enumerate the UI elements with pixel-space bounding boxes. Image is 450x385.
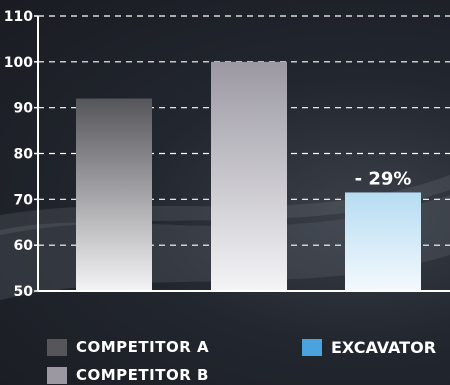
legend-swatch-competitor-b: [47, 366, 67, 384]
legend-label-competitor-a: COMPETITOR A: [76, 338, 210, 356]
y-tick-label-70: 70: [14, 192, 34, 208]
y-tick-label-50: 50: [14, 284, 34, 300]
y-tick-label-110: 110: [4, 9, 33, 25]
legend-label-excavator: EXCAVATOR: [331, 338, 437, 357]
legend-swatch-excavator: [302, 339, 322, 356]
legend-label-competitor-b: COMPETITOR B: [76, 366, 209, 384]
legend-item-excavator: EXCAVATOR: [302, 338, 436, 357]
annotation-excavator: - 29%: [355, 168, 412, 189]
bar-chart: 50 60 70 80 90 100 110 - 29%: [4, 9, 450, 300]
bar-excavator: [345, 192, 421, 291]
y-tick-label-90: 90: [14, 101, 34, 117]
y-tick-label-80: 80: [14, 147, 34, 163]
y-tick-label-60: 60: [14, 238, 34, 254]
y-tick-label-100: 100: [4, 55, 33, 71]
bar-competitor-a: [76, 98, 152, 291]
bar-competitor-b: [211, 61, 287, 292]
legend-item-competitor-a: COMPETITOR A: [47, 338, 209, 356]
legend-item-competitor-b: COMPETITOR B: [47, 366, 209, 384]
legend-swatch-competitor-a: [47, 338, 67, 356]
